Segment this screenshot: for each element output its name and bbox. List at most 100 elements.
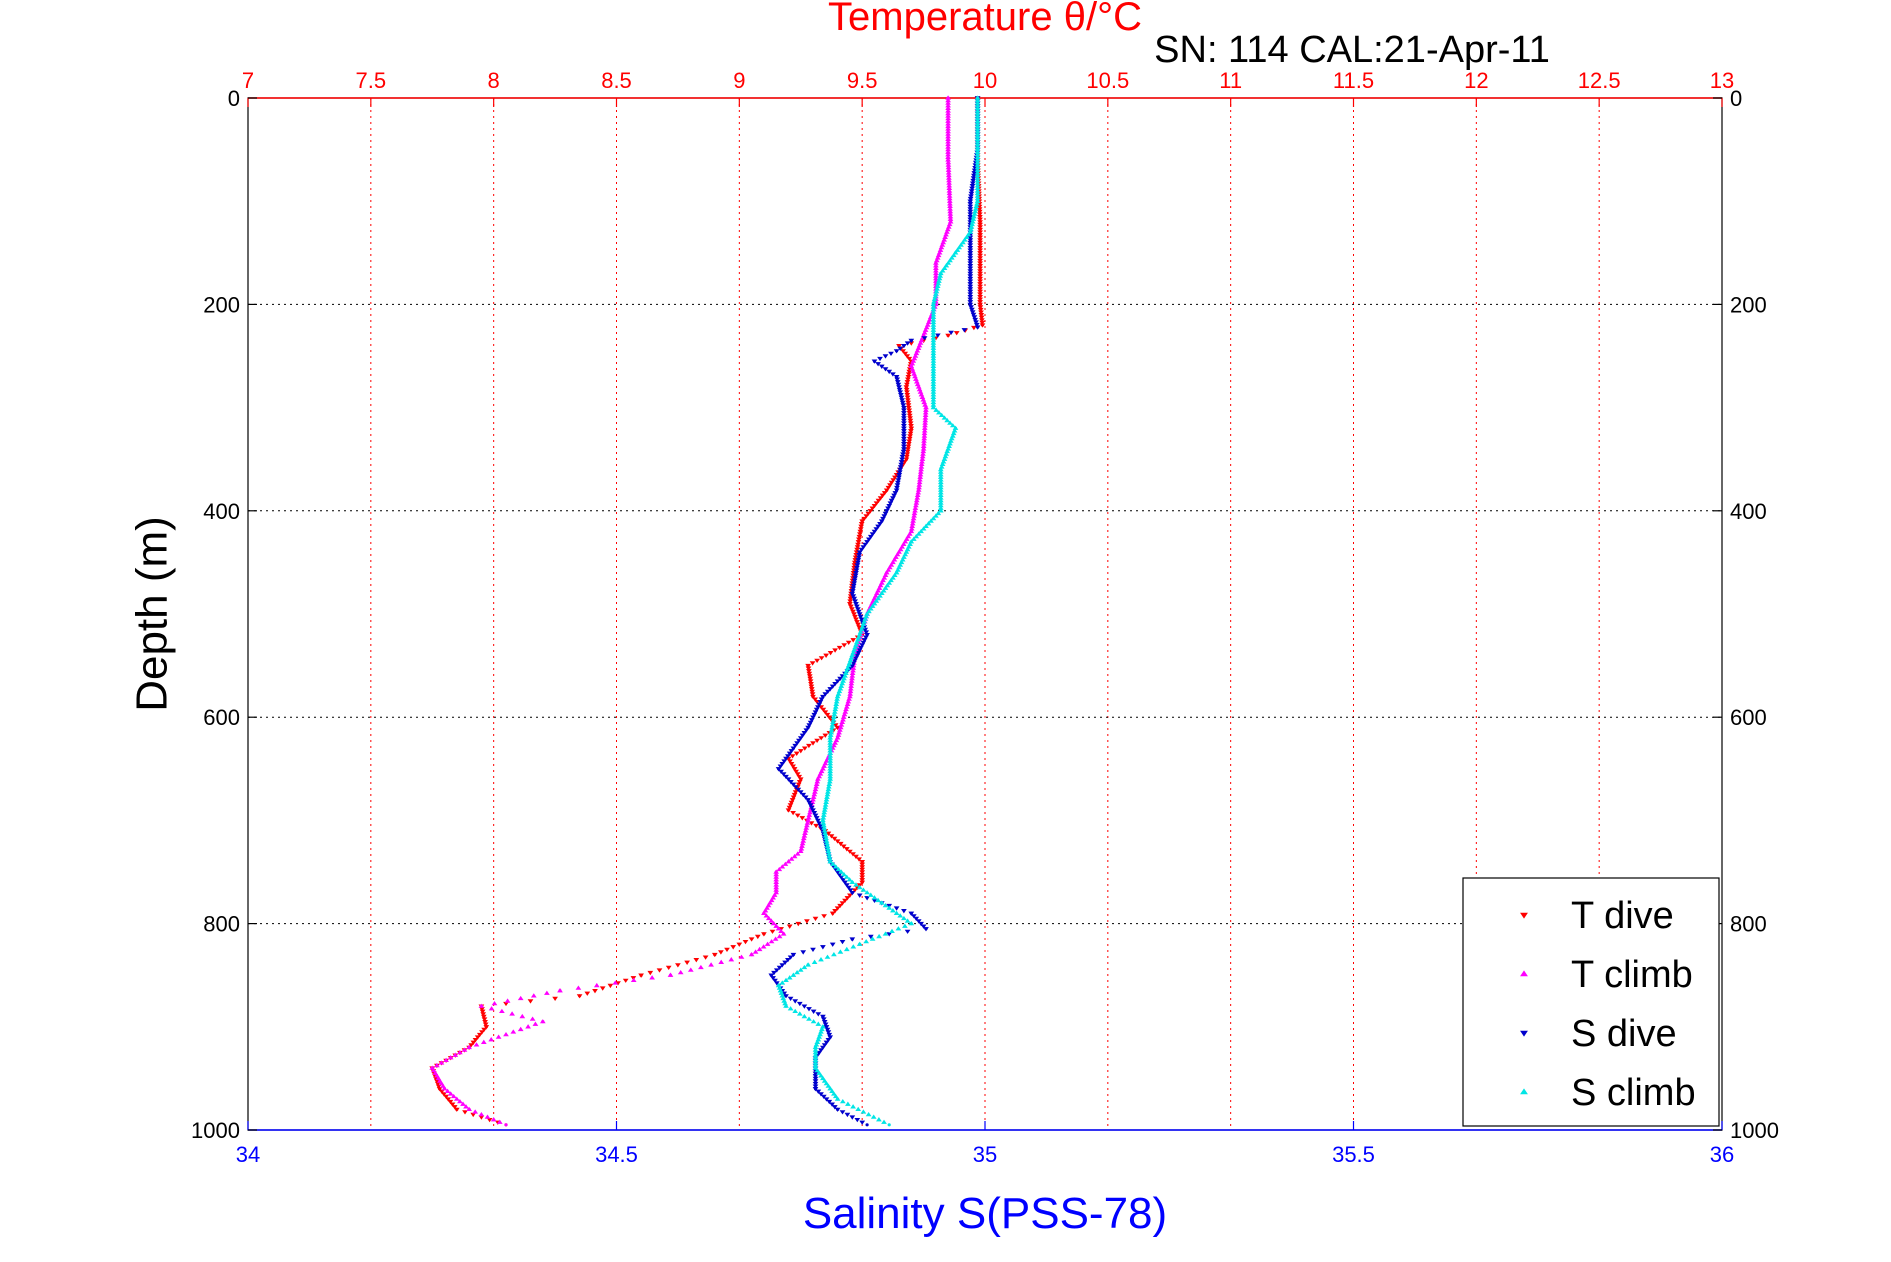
data-point <box>872 359 877 363</box>
depth-tick-label-right: 1000 <box>1730 1118 1779 1143</box>
axis-ticks: 7 7.5 8 8.5 9 9.5 10 10.5 11 11.5 12 12.5 13 34 34.5 35… <box>191 68 1779 1167</box>
data-point <box>946 158 950 162</box>
data-point <box>799 849 803 854</box>
data-point <box>939 509 943 513</box>
data-point <box>953 426 958 430</box>
data-point <box>895 571 899 575</box>
data-point <box>953 251 958 255</box>
data-point <box>777 767 781 771</box>
legend-label: T climb <box>1571 954 1693 996</box>
data-point <box>976 199 980 203</box>
data-point <box>895 349 899 353</box>
temperature-tick-label: 7.5 <box>356 68 387 93</box>
legend: T dive T climb S dive S climb <box>1462 877 1720 1127</box>
data-point <box>978 302 982 306</box>
data-point <box>980 323 985 327</box>
data-point <box>442 1087 447 1091</box>
data-point <box>784 1004 788 1008</box>
data-point <box>895 375 899 379</box>
legend-marker <box>1520 1088 1528 1095</box>
temperature-axis-title: Temperature θ/°C <box>828 0 1142 39</box>
legend-marker <box>1520 912 1528 919</box>
data-point <box>922 447 926 451</box>
temperature-tick-label: 8.5 <box>601 68 632 93</box>
data-point <box>836 736 840 740</box>
data-point <box>813 1045 818 1049</box>
data-point <box>924 927 928 931</box>
data-point <box>668 973 673 977</box>
data-point <box>850 880 854 884</box>
series-markers <box>429 96 986 1125</box>
data-point <box>836 1107 840 1111</box>
temperature-tick-label: 11.5 <box>1333 68 1374 93</box>
temperature-tick-label: 8 <box>488 68 500 93</box>
data-point <box>917 488 921 492</box>
salinity-axis-title: Salinity S(PSS-78) <box>803 1189 1167 1238</box>
series-markers <box>429 95 954 1124</box>
data-point <box>821 1014 825 1019</box>
data-point <box>931 302 936 306</box>
data-point <box>438 1087 442 1091</box>
legend-label: S dive <box>1571 1013 1677 1055</box>
data-point <box>885 571 889 575</box>
data-point <box>774 870 778 874</box>
data-point <box>895 488 899 492</box>
depth-tick-label-right: 800 <box>1730 912 1767 937</box>
data-point <box>909 911 913 915</box>
data-point <box>909 426 913 430</box>
depth-tick-label-left: 800 <box>203 912 240 937</box>
data-point <box>811 695 815 699</box>
salinity-tick-label: 35 <box>973 1142 997 1167</box>
data-point <box>799 777 803 781</box>
temperature-tick-label: 11 <box>1219 68 1242 93</box>
data-point <box>848 695 852 699</box>
data-point <box>976 148 980 152</box>
salinity-tick-label: 34 <box>236 1142 260 1167</box>
data-point <box>791 746 796 750</box>
depth-tick-label-right: 400 <box>1730 499 1767 524</box>
salinity-tick-label: 36 <box>1710 1142 1734 1167</box>
temperature-tick-label: 9 <box>733 68 745 93</box>
data-point <box>828 860 832 864</box>
data-point <box>784 994 788 998</box>
data-point <box>897 344 901 348</box>
data-point <box>904 385 909 389</box>
temperature-tick-label: 10 <box>973 68 997 93</box>
data-point <box>713 953 717 957</box>
data-point <box>860 860 864 864</box>
data-point <box>541 1020 545 1024</box>
data-point <box>639 973 643 977</box>
series-s-dive <box>768 96 981 1127</box>
data-point <box>968 302 972 306</box>
depth-tick-label-left: 400 <box>203 499 240 524</box>
data-point <box>887 1123 891 1127</box>
temperature-tick-label: 7 <box>242 68 254 93</box>
temperature-tick-label: 12.5 <box>1578 68 1621 93</box>
data-point <box>924 406 928 410</box>
data-point <box>934 261 938 265</box>
data-point <box>909 364 913 368</box>
data-point <box>931 354 936 358</box>
legend-label: S climb <box>1571 1072 1696 1114</box>
data-point <box>806 798 810 802</box>
salinity-tick-label: 35.5 <box>1332 1142 1375 1167</box>
data-point <box>479 1004 483 1008</box>
depth-tick-label-left: 600 <box>203 705 240 730</box>
data-point <box>858 942 862 946</box>
data-point <box>968 199 972 203</box>
depth-tick-label-left: 1000 <box>191 1118 240 1143</box>
data-point <box>858 550 862 554</box>
data-point <box>909 338 913 343</box>
data-point <box>821 1025 825 1029</box>
data-point <box>774 891 778 895</box>
data-point <box>902 406 906 410</box>
legend-box <box>1462 877 1720 1127</box>
data-point <box>939 467 943 472</box>
chart-title: SN: 114 CAL:21-Apr-11 <box>1154 29 1550 71</box>
temperature-tick-label: 12 <box>1464 68 1488 93</box>
data-point <box>850 891 854 895</box>
data-point <box>946 333 950 337</box>
data-point <box>813 1087 818 1091</box>
data-point <box>909 540 913 544</box>
